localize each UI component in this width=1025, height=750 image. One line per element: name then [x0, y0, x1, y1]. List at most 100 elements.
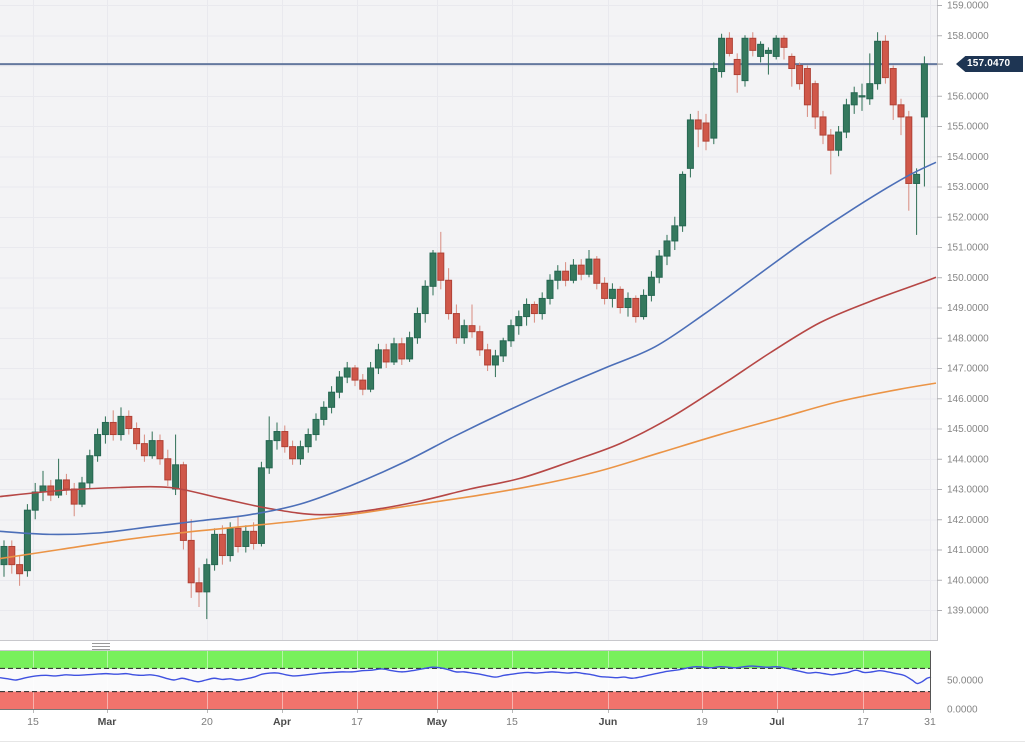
price-axis-label: 144.0000 [947, 454, 989, 465]
panel-splitter-handle[interactable] [92, 643, 110, 650]
date-label-day: 15 [27, 716, 39, 728]
candle [320, 401, 328, 426]
candle [86, 449, 94, 489]
ma-mid-red [0, 276, 937, 516]
candle [16, 555, 24, 586]
candle [156, 434, 164, 465]
candle [796, 62, 804, 90]
candle [390, 337, 398, 365]
candle [94, 428, 102, 462]
candle [757, 41, 765, 63]
price-axis-label: 142.0000 [947, 515, 989, 526]
candle [382, 343, 390, 368]
candle [296, 440, 304, 465]
rsi-panel[interactable]: 50.0000 0.0000 [0, 650, 984, 716]
candle [55, 458, 63, 499]
candle [663, 234, 671, 266]
candle [601, 277, 609, 305]
candle [445, 268, 453, 320]
last-price-value: 157.0470 [967, 58, 1011, 69]
candle [546, 274, 554, 305]
candle [764, 47, 772, 75]
price-axis-label: 141.0000 [947, 545, 989, 556]
candle [164, 449, 172, 486]
candle [647, 271, 655, 302]
date-label-month: Mar [98, 716, 117, 728]
candle [437, 231, 445, 290]
date-axis[interactable]: 15 Mar 20 Apr 17 May 15 Jun 19 Jul 17 31 [27, 710, 936, 728]
oversold-band [0, 691, 931, 709]
candle [811, 80, 819, 130]
gridlines [0, 0, 937, 641]
candle [429, 250, 437, 296]
candle [616, 286, 624, 314]
price-axis-label: 149.0000 [947, 303, 989, 314]
candle [273, 422, 281, 450]
price-axis[interactable]: 159.0000 158.0000 156.0000 155.0000 154.0000… [937, 1, 989, 617]
candle [109, 410, 117, 441]
candle [265, 416, 273, 474]
date-label-month: Apr [273, 716, 291, 728]
ma-fast-blue [0, 161, 937, 536]
candle [858, 83, 866, 111]
candle [125, 410, 133, 435]
date-label-day: 17 [351, 716, 363, 728]
price-axis-label: 143.0000 [947, 485, 989, 496]
candle [421, 280, 429, 323]
price-axis-label: 154.0000 [947, 152, 989, 163]
candle [749, 32, 757, 57]
main-price-panel[interactable] [0, 0, 938, 641]
candle [491, 349, 499, 378]
price-axis-label: 155.0000 [947, 122, 989, 133]
candle [835, 126, 843, 157]
candle [679, 171, 687, 232]
candle [780, 35, 788, 60]
candle [671, 216, 679, 251]
candle [101, 416, 109, 444]
candle [289, 440, 297, 465]
price-axis-label: 140.0000 [947, 575, 989, 586]
candle [515, 310, 523, 335]
candle [250, 522, 258, 550]
date-label-month: Jun [599, 716, 618, 728]
rsi-axis-label: 0.0000 [947, 705, 978, 716]
date-label-day: 15 [506, 716, 518, 728]
candle [195, 567, 203, 607]
candle [484, 343, 492, 372]
candle [593, 256, 601, 290]
candle [874, 32, 882, 90]
candle [655, 250, 663, 284]
candle [234, 516, 242, 553]
candle [312, 413, 320, 441]
candle [842, 98, 850, 139]
candle [133, 422, 141, 450]
candle [452, 304, 460, 344]
price-axis-label: 145.0000 [947, 424, 989, 435]
candle [367, 361, 375, 393]
candle [718, 33, 726, 78]
rsi-line [0, 665, 932, 685]
plot-background [0, 0, 937, 641]
candle [257, 461, 265, 547]
price-axis-label: 151.0000 [947, 243, 989, 254]
candle [725, 32, 733, 57]
candle [351, 364, 359, 387]
overbought-band [0, 651, 931, 669]
candle [211, 528, 219, 571]
candle [460, 319, 468, 344]
candle [702, 113, 710, 151]
candle [569, 259, 577, 284]
candle [359, 374, 367, 396]
candle [179, 461, 187, 550]
candle [374, 343, 382, 375]
candle [530, 301, 538, 323]
candle [827, 129, 835, 175]
last-price-badge: 157.0470 [956, 56, 1023, 72]
candle [62, 473, 70, 496]
candle [889, 65, 897, 120]
candle [562, 262, 570, 287]
candle [741, 35, 749, 87]
date-label-day: 20 [201, 716, 213, 728]
candle [866, 53, 874, 105]
